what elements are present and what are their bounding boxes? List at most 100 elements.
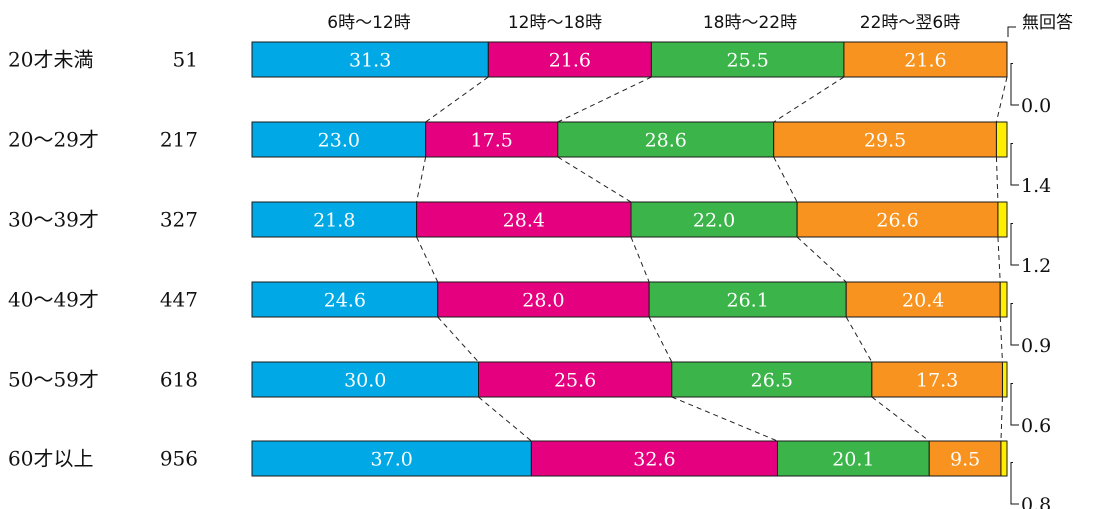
data-label: 24.6	[324, 290, 366, 312]
bar-segment	[773, 121, 997, 158]
data-label: 9.5	[950, 449, 980, 471]
bar-segment	[437, 281, 650, 318]
data-label: 28.6	[645, 130, 687, 152]
category-label: 20才未満	[8, 48, 93, 72]
category-label: 20～29才	[8, 128, 99, 152]
bar-segment	[557, 121, 775, 158]
data-label: 23.0	[318, 130, 360, 152]
connector-line	[478, 396, 532, 442]
category-label: 30～39才	[8, 208, 99, 232]
data-label: 22.0	[693, 210, 735, 232]
legend-bracket	[1007, 26, 1016, 37]
no-answer-value: 0.6	[1021, 415, 1051, 437]
connector-line	[999, 316, 1003, 363]
data-label: 17.3	[916, 370, 958, 392]
bar-segment	[251, 121, 427, 158]
legend-entry: 22時～翌6時	[860, 13, 960, 33]
data-label: 25.5	[727, 50, 769, 72]
legend-entry: 18時～22時	[703, 13, 797, 33]
no-answer-value: 1.2	[1021, 255, 1051, 277]
bar-segment	[251, 361, 479, 398]
no-answer-bracket	[1010, 143, 1019, 186]
no-answer-value: 1.4	[1021, 175, 1051, 197]
data-label: 26.1	[727, 290, 769, 312]
bar-segment	[995, 121, 1008, 158]
data-label: 21.8	[313, 210, 355, 232]
bar-segment	[1000, 440, 1008, 477]
bar-segment	[487, 41, 652, 78]
bar-segment	[251, 201, 418, 238]
connector-line	[845, 316, 873, 363]
data-label: 26.6	[876, 210, 918, 232]
data-label: 17.5	[471, 130, 513, 152]
data-label: 21.6	[549, 50, 591, 72]
bar-segment	[530, 440, 778, 477]
data-label: 28.4	[503, 210, 545, 232]
connector-line	[995, 76, 1008, 123]
connector-line	[648, 316, 673, 363]
bar-segment	[251, 41, 489, 78]
no-answer-value: 0.8	[1021, 494, 1051, 509]
bar-segment	[999, 281, 1008, 318]
data-label: 20.4	[902, 290, 944, 312]
connector-line	[425, 76, 489, 123]
bar-segment	[1001, 361, 1008, 398]
count-label: 217	[160, 128, 198, 152]
connector-line	[437, 316, 479, 363]
connector-line	[871, 396, 930, 442]
connector-line	[796, 236, 847, 283]
count-label: 956	[160, 447, 198, 471]
no-answer-bracket	[1010, 383, 1019, 426]
connector-line	[416, 156, 427, 203]
connector-line	[416, 236, 439, 283]
connector-line	[773, 76, 845, 123]
data-label: 26.5	[751, 370, 793, 392]
data-label: 25.6	[554, 370, 596, 392]
count-label: 327	[160, 208, 198, 232]
bar-segment	[796, 201, 999, 238]
data-label: 37.0	[371, 449, 413, 471]
data-label: 32.6	[633, 449, 675, 471]
category-label: 60才以上	[8, 447, 93, 471]
bar-segment	[251, 281, 439, 318]
legend-entry: 12時～18時	[508, 13, 602, 33]
bar-segment	[871, 361, 1003, 398]
connector-line	[671, 396, 778, 442]
no-answer-bracket	[1010, 303, 1019, 346]
bar-segment	[416, 201, 632, 238]
bar-segment	[776, 440, 930, 477]
connector-line	[557, 156, 632, 203]
bar-segment	[997, 201, 1008, 238]
bar-segment	[478, 361, 673, 398]
no-answer-value: 0.0	[1021, 95, 1051, 117]
bar-segment	[671, 361, 873, 398]
no-answer-value: 0.9	[1021, 335, 1051, 357]
category-label: 50～59才	[8, 368, 99, 392]
data-label: 29.5	[864, 130, 906, 152]
connector-line	[557, 76, 652, 123]
legend-entry: 無回答	[1022, 13, 1073, 33]
connector-line	[1000, 396, 1003, 442]
data-label: 28.0	[522, 290, 564, 312]
bar-segment	[650, 41, 845, 78]
no-answer-bracket	[1010, 223, 1019, 266]
count-label: 618	[160, 368, 198, 392]
bar-segment	[251, 440, 532, 477]
data-label: 20.1	[832, 449, 874, 471]
connector-line	[630, 236, 650, 283]
count-label: 447	[160, 288, 198, 312]
connector-line	[773, 156, 798, 203]
connector-line	[995, 156, 999, 203]
no-answer-bracket	[1010, 63, 1019, 106]
bar-segment	[843, 41, 1008, 78]
data-label: 21.6	[904, 50, 946, 72]
legend-entry: 6時～12時	[327, 13, 410, 33]
data-label: 31.3	[349, 50, 391, 72]
bar-segment	[425, 121, 559, 158]
connector-line	[997, 236, 1001, 283]
category-label: 40～49才	[8, 288, 99, 312]
no-answer-bracket	[1010, 462, 1019, 505]
bar-segment	[845, 281, 1001, 318]
data-label: 30.0	[344, 370, 386, 392]
